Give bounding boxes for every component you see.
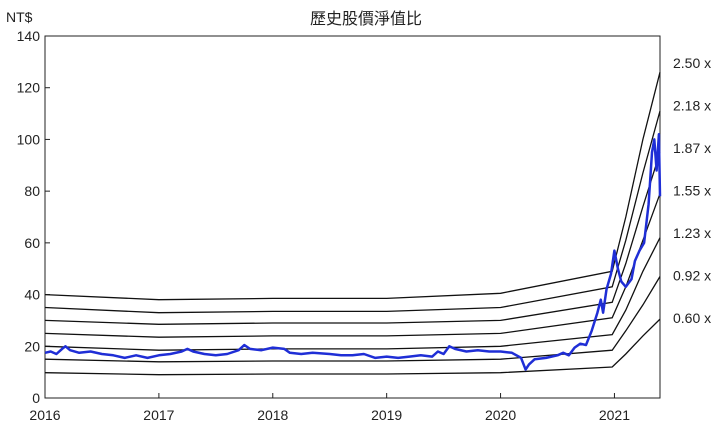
band-label: 2.50 x: [673, 55, 711, 71]
y-axis-unit-label: NT$: [6, 9, 33, 25]
pbr-band-lines: [44, 72, 661, 376]
band-line: [44, 237, 661, 351]
x-tick-label: 2016: [29, 407, 60, 423]
band-label: 0.92 x: [673, 268, 711, 284]
y-tick-label: 60: [24, 235, 40, 251]
x-tick-label: 2018: [257, 407, 288, 423]
pbr-band-labels: 2.50 x 2.18 x 1.87 x 1.55 x 1.23 x 0.92 x 0.60…: [673, 55, 711, 326]
band-line: [44, 110, 661, 314]
price-line: [44, 133, 662, 371]
band-line: [44, 72, 661, 301]
band-label: 1.23 x: [673, 225, 711, 241]
y-axis: 0 20 40 60 80 100 120 140: [17, 28, 50, 406]
x-tick-label: 2017: [143, 407, 174, 423]
x-tick-label: 2020: [485, 407, 516, 423]
x-tick-label: 2019: [371, 407, 402, 423]
band-label: 0.60 x: [673, 310, 711, 326]
plot-area-frame: [44, 35, 661, 399]
band-label: 1.87 x: [673, 140, 711, 156]
y-tick-label: 140: [17, 28, 41, 44]
y-tick-label: 20: [24, 338, 40, 354]
band-line: [44, 276, 661, 363]
y-tick-label: 100: [17, 131, 41, 147]
band-line: [44, 193, 661, 338]
y-tick-label: 120: [17, 80, 41, 96]
band-line: [44, 152, 661, 325]
x-tick-label: 2021: [599, 407, 630, 423]
band-label: 2.18 x: [673, 98, 711, 114]
chart-title: 歷史股價淨值比: [310, 9, 422, 28]
y-tick-label: 80: [24, 183, 40, 199]
x-axis: 2016 2017 2018 2019 2020 2021: [29, 393, 630, 423]
band-label: 1.55 x: [673, 183, 711, 199]
y-tick-label: 0: [32, 390, 40, 406]
price-line-group: [44, 133, 662, 371]
band-line: [44, 318, 661, 376]
y-tick-label: 40: [24, 287, 40, 303]
